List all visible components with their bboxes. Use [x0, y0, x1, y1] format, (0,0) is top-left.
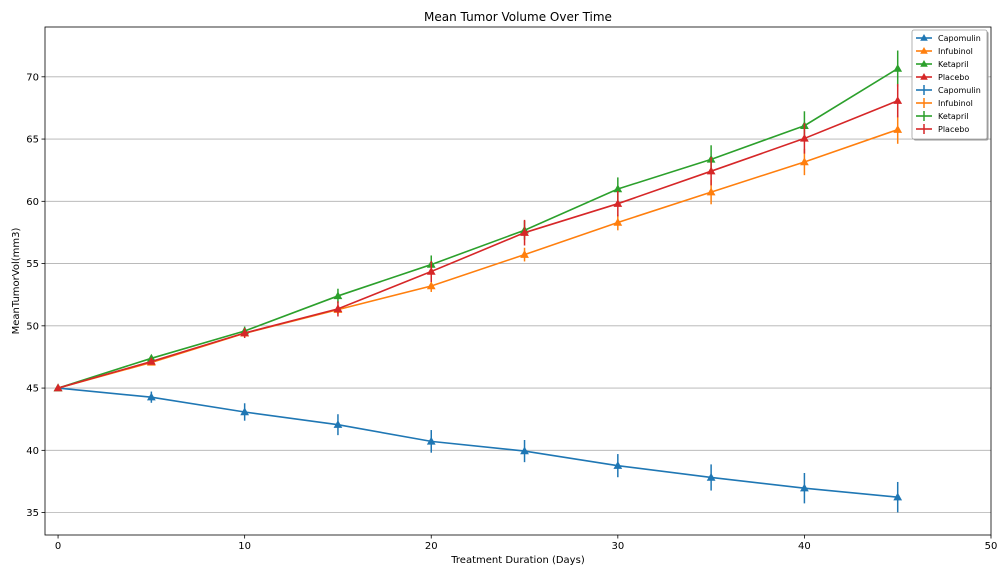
legend-label: Placebo [938, 73, 969, 82]
series-line [57, 387, 898, 498]
data-point [146, 392, 156, 401]
data-point [893, 492, 903, 501]
data-point [800, 157, 809, 166]
data-point [333, 304, 343, 313]
grid-lines [45, 76, 991, 513]
legend-label: Capomulin [938, 34, 981, 43]
y-tick-label: 60 [26, 197, 39, 208]
legend-label: Capomulin [938, 86, 981, 95]
legend: Capomulin Infubinol Ketapril Placebo Capomul… [911, 29, 989, 141]
legend-label: Ketapril [938, 112, 969, 121]
series-placebo [53, 84, 903, 392]
data-point [520, 250, 529, 258]
x-tick-label: 0 [55, 541, 61, 552]
data-point [240, 407, 250, 416]
series-layer [53, 50, 903, 513]
data-point [893, 96, 903, 104]
data-point [426, 266, 436, 275]
data-point [426, 436, 436, 445]
series-line [57, 99, 899, 389]
y-tick-label: 35 [26, 508, 39, 519]
data-point [520, 228, 529, 236]
data-point [613, 199, 623, 207]
y-tick-label: 45 [26, 384, 39, 395]
data-point [706, 187, 716, 196]
y-tick-label: 65 [26, 135, 39, 146]
data-point [333, 420, 343, 428]
legend-box [911, 29, 988, 140]
data-point [613, 461, 623, 469]
series-line [57, 67, 899, 389]
legend-marker [920, 47, 928, 54]
x-axis-label: Treatment Duration (Days) [450, 555, 585, 566]
legend-label: Ketapril [938, 60, 969, 69]
y-tick-label: 50 [26, 321, 39, 332]
y-tick-label: 40 [26, 446, 39, 457]
legend-label: Infubinol [938, 47, 973, 56]
legend-marker [920, 34, 928, 41]
x-tick-label: 10 [238, 541, 251, 552]
legend-marker [920, 73, 928, 80]
data-point [893, 124, 903, 133]
data-point [613, 217, 623, 226]
data-point [146, 356, 156, 365]
data-point [53, 383, 63, 392]
x-tick-label: 40 [798, 541, 811, 552]
data-point [240, 328, 250, 337]
data-point [706, 472, 716, 481]
data-point [706, 166, 716, 175]
data-point [520, 446, 529, 455]
data-point [426, 281, 436, 290]
series-capomulin [53, 383, 903, 513]
data-point [333, 291, 343, 300]
x-tick-label: 50 [985, 541, 998, 552]
y-axis-label: MeanTumorVol(mm3) [11, 228, 22, 335]
y-tick-label: 55 [26, 259, 39, 270]
plot-frame [44, 26, 992, 536]
data-point [893, 63, 903, 72]
data-point [800, 483, 809, 492]
legend-label: Infubinol [938, 99, 973, 108]
chart-title: Mean Tumor Volume Over Time [424, 10, 612, 24]
data-point [613, 184, 623, 193]
x-tick-label: 20 [425, 541, 438, 552]
legend-marker [920, 60, 928, 67]
y-tick-label: 70 [26, 72, 39, 83]
axis-ticks: 35 40 45 50 55 60 65 70 0 10 20 30 40 50 [26, 72, 997, 552]
legend-label: Placebo [938, 125, 969, 134]
data-point [800, 133, 809, 142]
x-tick-label: 30 [611, 541, 624, 552]
